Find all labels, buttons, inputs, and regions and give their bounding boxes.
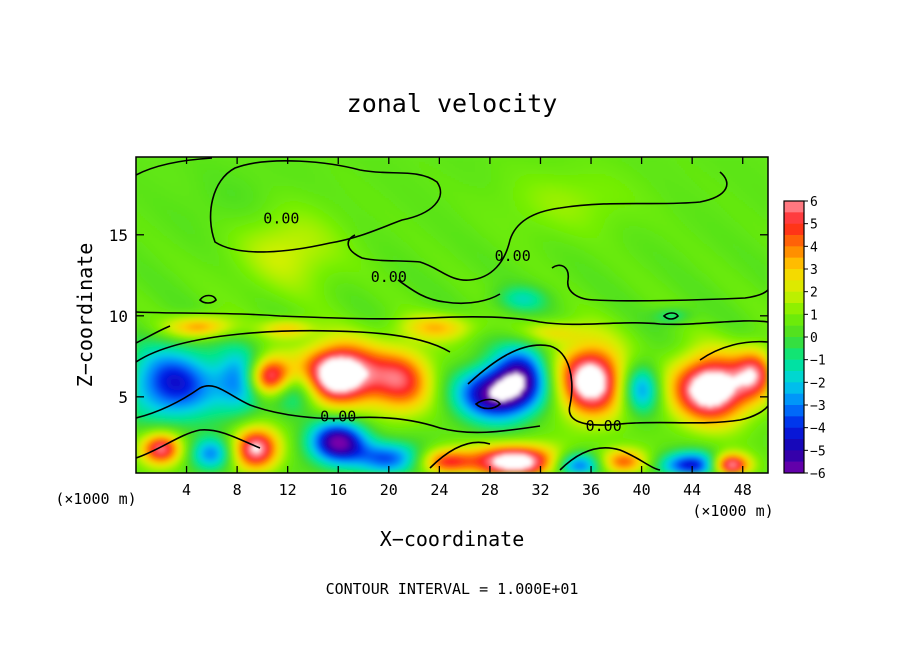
y-tick-label: 5 [118, 388, 128, 407]
colorbar-swatch [784, 393, 804, 406]
colorbar-swatch [784, 201, 804, 213]
contour-line [467, 344, 768, 426]
y-tick-label: 10 [109, 307, 128, 326]
colorbar-swatch [784, 303, 804, 315]
colorbar-tick-label: −5 [810, 444, 826, 459]
colorbar-swatch [784, 314, 804, 326]
x-tick-label: 44 [683, 481, 701, 499]
y-axis-label: Z−coordinate [73, 243, 97, 388]
x-tick-label: 48 [734, 481, 752, 499]
contour-line [559, 447, 661, 471]
colorbar: 6 5 4 3 2 1 0 −1 −2 −3 −4 −5 −6 [783, 195, 826, 482]
x-axis: 4 8 12 16 20 24 28 32 36 40 44 48 [182, 157, 752, 499]
chart-title: zonal velocity [347, 89, 558, 118]
contour-line [198, 294, 217, 304]
plot-area: 0.00 0.00 0.00 0.00 0.00 [136, 157, 768, 473]
colorbar-swatch [784, 359, 804, 372]
colorbar-swatch [784, 223, 804, 236]
contour-line [136, 429, 261, 459]
colorbar-swatch [784, 348, 804, 360]
contour-label: 0.00 [586, 417, 622, 435]
contour-line [551, 264, 768, 302]
x-tick-label: 36 [582, 481, 600, 499]
colorbar-swatch [784, 212, 804, 224]
colorbar-tick-label: 3 [810, 263, 818, 278]
contour-line [347, 171, 728, 281]
contour-label: 0.00 [263, 210, 299, 228]
contour-label-text: 0.00 [320, 407, 356, 425]
colorbar-tick-label: 4 [810, 240, 818, 255]
contour-label-text: 0.00 [263, 210, 299, 228]
colorbar-swatch [784, 269, 804, 281]
contour-line [699, 340, 768, 361]
colorbar-swatch [784, 382, 804, 394]
contour-label: 0.00 [320, 407, 356, 425]
colorbar-swatch [784, 371, 804, 383]
contour-line [209, 159, 442, 253]
colorbar-tick-label: 6 [810, 195, 818, 210]
colorbar-swatch [784, 337, 804, 349]
x-unit-left: (×1000 m) [55, 490, 136, 508]
colorbar-swatch [784, 246, 804, 258]
x-tick-label: 8 [233, 481, 242, 499]
contour-line [136, 311, 768, 326]
x-tick-label: 4 [182, 481, 191, 499]
contour-interval-note: CONTOUR INTERVAL = 1.000E+01 [326, 580, 579, 598]
contour-label-text: 0.00 [586, 417, 622, 435]
colorbar-swatch [784, 427, 804, 440]
colorbar-swatch [784, 291, 804, 304]
colorbar-swatch [784, 405, 804, 417]
contour-line [474, 398, 502, 410]
colorbar-tick-label: −1 [810, 354, 826, 369]
colorbar-tick-label: 1 [810, 308, 818, 323]
colorbar-tick-label: 0 [810, 331, 818, 346]
colorbar-tick-label: −6 [810, 467, 826, 482]
x-tick-label: 20 [380, 481, 398, 499]
contour-label: 0.00 [495, 247, 531, 265]
contour-line [136, 385, 541, 434]
colorbar-tick-label: 2 [810, 286, 818, 301]
colorbar-swatch [784, 280, 804, 292]
contour-line [397, 279, 501, 305]
plot-frame [135, 156, 769, 474]
velocity-field [136, 157, 768, 473]
x-tick-label: 24 [430, 481, 448, 499]
contour-line [136, 157, 213, 176]
colorbar-swatch [784, 439, 804, 451]
x-tick-label: 28 [481, 481, 499, 499]
colorbar-tick-label: −2 [810, 376, 826, 391]
colorbar-swatch [784, 450, 804, 462]
x-unit-right: (×1000 m) [692, 502, 773, 520]
y-axis: 5 10 15 [109, 226, 768, 407]
contour-labels: 0.00 0.00 0.00 0.00 0.00 [263, 210, 622, 435]
contour-label-text: 0.00 [371, 268, 407, 286]
contour-lines [136, 157, 768, 471]
x-tick-label: 40 [633, 481, 651, 499]
contour-label: 0.00 [371, 268, 407, 286]
x-tick-label: 16 [329, 481, 347, 499]
x-axis-label: X−coordinate [380, 527, 525, 551]
colorbar-swatch [784, 461, 804, 474]
colorbar-swatch [784, 416, 804, 428]
contour-line [662, 312, 679, 320]
colorbar-tick-label: 5 [810, 218, 818, 233]
x-tick-label: 12 [279, 481, 297, 499]
y-tick-label: 15 [109, 226, 128, 245]
contour-line [136, 325, 171, 344]
contour-line [429, 441, 491, 469]
colorbar-swatch [784, 257, 804, 270]
contour-line [136, 329, 451, 363]
colorbar-swatch [784, 235, 804, 247]
contour-label-text: 0.00 [495, 247, 531, 265]
colorbar-swatch [784, 325, 804, 338]
colorbar-tick-label: −3 [810, 399, 826, 414]
colorbar-tick-label: −4 [810, 422, 826, 437]
x-tick-label: 32 [531, 481, 549, 499]
